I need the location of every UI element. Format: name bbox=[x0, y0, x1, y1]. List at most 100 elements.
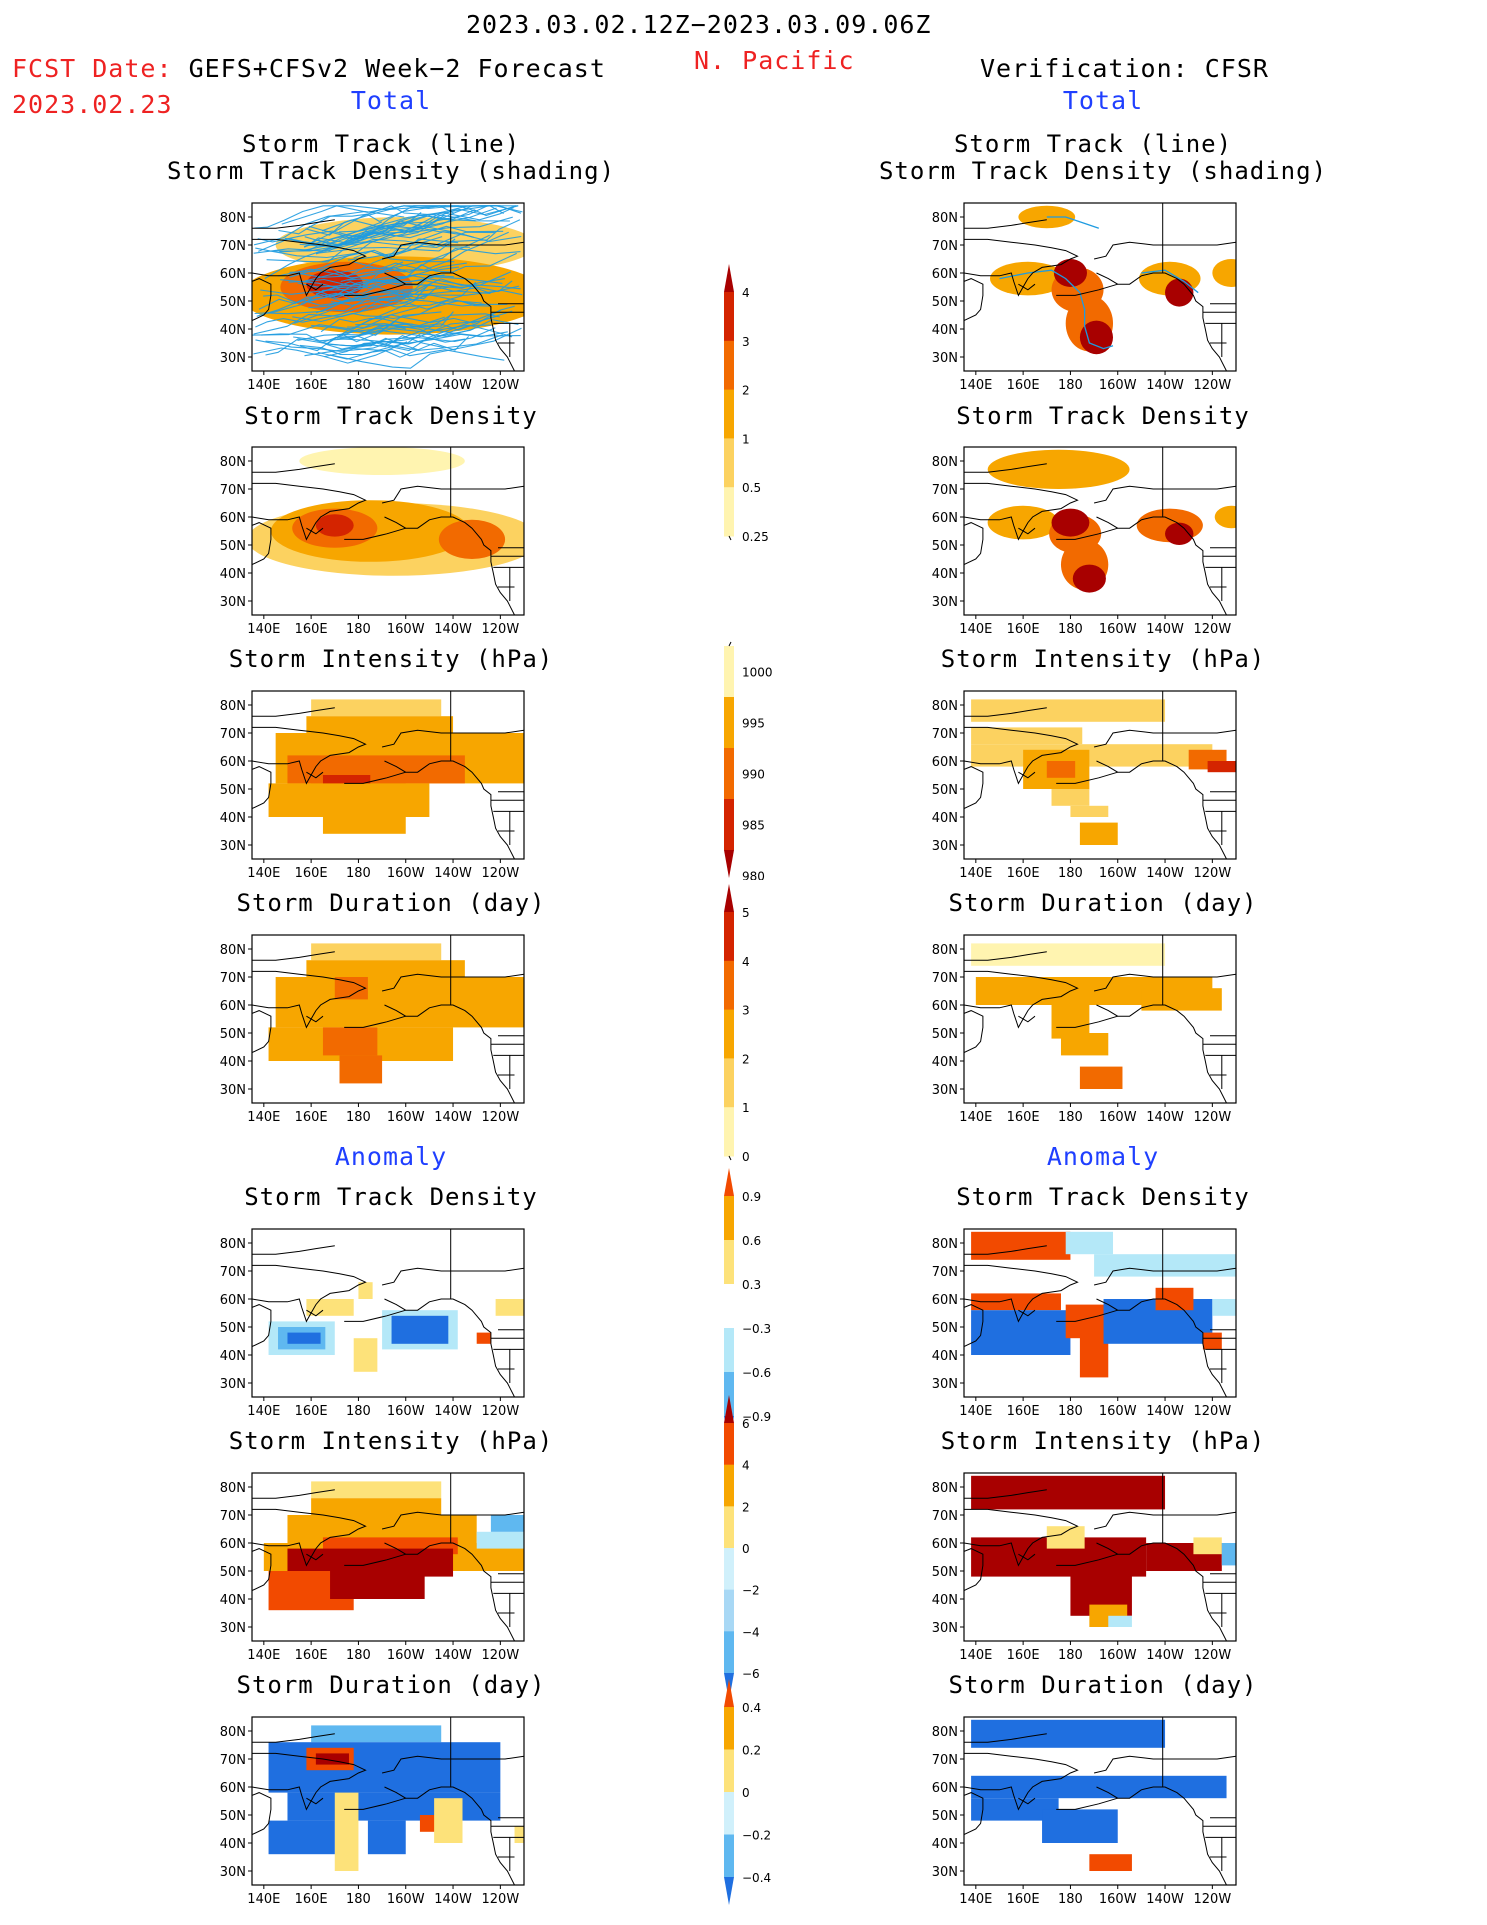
colorbar-label: −0.4 bbox=[742, 1871, 771, 1885]
density-shading bbox=[1214, 505, 1236, 529]
coastline bbox=[1018, 1553, 1036, 1561]
colorbar-tip-bottom bbox=[724, 850, 734, 878]
lon-label: 140E bbox=[959, 866, 992, 881]
coastline bbox=[381, 1511, 524, 1530]
coastline bbox=[1018, 1797, 1036, 1805]
lon-label: 120W bbox=[1194, 866, 1232, 881]
lon-label: 140E bbox=[247, 1892, 280, 1907]
map-field bbox=[252, 935, 524, 1103]
section-anomaly-left: Anomaly bbox=[334, 1142, 448, 1171]
coastline bbox=[1093, 241, 1236, 260]
lon-label: 160E bbox=[1007, 1404, 1040, 1419]
colorbar-segments bbox=[724, 1679, 734, 1905]
colorbar-anom-duration: 0.4 0.2 0 −0.2 −0.4 bbox=[724, 1679, 771, 1905]
lon-label: 120W bbox=[482, 622, 520, 637]
storm-track bbox=[304, 220, 452, 248]
title-left-anom-duration: Storm Duration (day) bbox=[236, 1671, 546, 1699]
grid-cell-block bbox=[334, 1792, 359, 1871]
coastlines bbox=[252, 1473, 524, 1641]
grid-cell-block bbox=[1042, 1809, 1118, 1843]
grid-cell-block bbox=[339, 1055, 383, 1084]
coastline bbox=[381, 485, 524, 504]
colorbar-tip-bottom bbox=[724, 1877, 734, 1905]
grid-cell-block bbox=[1060, 1033, 1109, 1056]
coastlines bbox=[964, 1473, 1236, 1641]
lon-label: 120W bbox=[482, 1110, 520, 1125]
coastline bbox=[344, 283, 406, 296]
coastline bbox=[1096, 1298, 1227, 1397]
lon-label: 140W bbox=[1146, 1892, 1184, 1907]
lon-label: 120W bbox=[1194, 1648, 1232, 1663]
coastline bbox=[252, 766, 272, 810]
coastline bbox=[964, 1548, 984, 1592]
colorbar-segment bbox=[724, 1834, 734, 1878]
coastline bbox=[964, 1245, 1047, 1255]
map-frame bbox=[963, 202, 1237, 372]
grid-cell-block bbox=[1079, 1066, 1123, 1089]
coastline bbox=[252, 1752, 367, 1811]
map-frame bbox=[963, 690, 1237, 860]
coastline bbox=[252, 1489, 335, 1499]
density-shading bbox=[299, 447, 465, 475]
grid-cell-block bbox=[311, 699, 442, 717]
lon-label: 160E bbox=[295, 1648, 328, 1663]
colorbar-segment bbox=[724, 1240, 734, 1285]
lat-label: 70N bbox=[932, 483, 958, 498]
colorbar-label: 0 bbox=[742, 1150, 750, 1162]
storm-track bbox=[331, 298, 484, 307]
map-field bbox=[964, 1473, 1236, 1641]
map-field bbox=[252, 691, 524, 859]
lat-label: 60N bbox=[932, 1293, 958, 1308]
colorbar-segment bbox=[724, 1107, 734, 1157]
map-frame bbox=[963, 1716, 1237, 1886]
colorbar-label: 980 bbox=[742, 870, 765, 881]
lon-label: 140E bbox=[247, 378, 280, 393]
grid-cell-block bbox=[322, 1027, 378, 1056]
lat-label: 50N bbox=[220, 1809, 246, 1824]
lat-label: 30N bbox=[932, 595, 958, 610]
lat-label: 30N bbox=[932, 1621, 958, 1636]
lat-label: 30N bbox=[220, 1865, 246, 1880]
lon-label: 140E bbox=[959, 1892, 992, 1907]
coastline bbox=[252, 1733, 335, 1743]
coastline bbox=[252, 522, 272, 566]
coastlines bbox=[964, 1717, 1236, 1885]
lat-label: 60N bbox=[932, 1781, 958, 1796]
grid-cell-block bbox=[1051, 993, 1090, 1039]
lat-label: 30N bbox=[932, 1377, 958, 1392]
lon-label: 160E bbox=[295, 1892, 328, 1907]
lat-label: 80N bbox=[932, 455, 958, 470]
lat-label: 50N bbox=[932, 1565, 958, 1580]
coastline bbox=[1093, 973, 1236, 992]
density-shading bbox=[987, 449, 1130, 489]
lat-label: 40N bbox=[220, 567, 246, 582]
coastline bbox=[344, 771, 406, 784]
section-total-left: Total bbox=[350, 86, 432, 115]
lat-label: 50N bbox=[220, 295, 246, 310]
lon-label: 160W bbox=[387, 622, 425, 637]
grid-cell-block bbox=[353, 1338, 378, 1372]
colorbar-label: 990 bbox=[742, 768, 765, 782]
lon-label: 180 bbox=[1058, 866, 1083, 881]
coastlines bbox=[252, 1717, 524, 1885]
lon-label: 180 bbox=[346, 1648, 371, 1663]
lon-label: 120W bbox=[482, 1404, 520, 1419]
storm-track bbox=[317, 348, 505, 361]
coastline bbox=[384, 1004, 515, 1103]
lon-label: 160E bbox=[1007, 866, 1040, 881]
coastline bbox=[964, 1733, 1047, 1743]
grid-cell-block bbox=[268, 783, 430, 817]
density-shading bbox=[315, 514, 354, 537]
lon-label: 140E bbox=[247, 1404, 280, 1419]
coastline bbox=[964, 707, 1047, 717]
coastline bbox=[964, 482, 1079, 541]
density-shading bbox=[1051, 508, 1090, 537]
lon-label: 180 bbox=[1058, 1648, 1083, 1663]
storm-track bbox=[304, 205, 519, 245]
lon-label: 160E bbox=[1007, 378, 1040, 393]
colorbar-segments bbox=[724, 884, 734, 1157]
lon-label: 180 bbox=[346, 622, 371, 637]
storm-track bbox=[253, 341, 408, 364]
colorbar-segment bbox=[724, 389, 734, 439]
